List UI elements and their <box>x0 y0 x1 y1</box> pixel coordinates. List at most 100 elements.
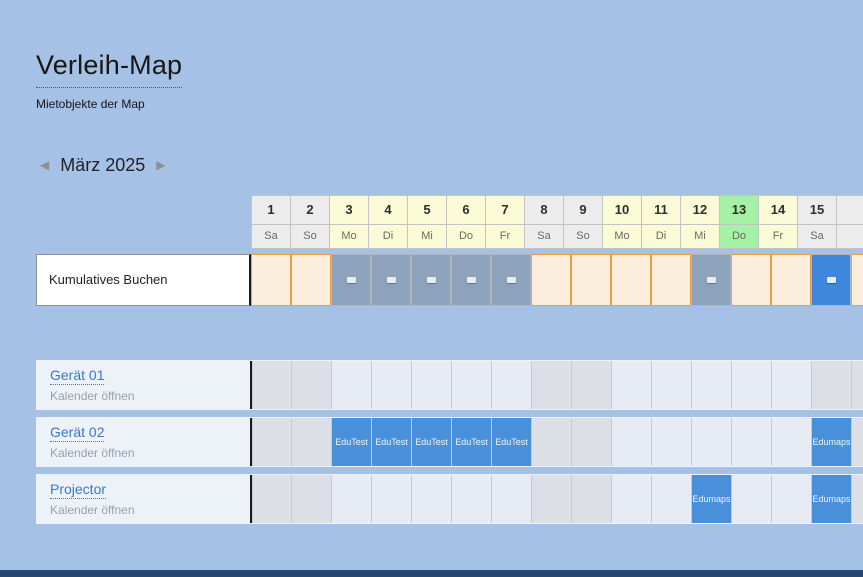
day-header-col: 6 Do <box>446 195 486 249</box>
day-cell[interactable] <box>372 361 412 409</box>
day-cell[interactable] <box>332 361 372 409</box>
day-header-dow: So <box>563 225 603 249</box>
booking-cell[interactable]: EduTest <box>492 418 532 466</box>
day-cell[interactable] <box>252 475 292 523</box>
day-header-date: 13 <box>719 195 759 225</box>
day-cell[interactable] <box>292 475 332 523</box>
day-cell[interactable] <box>532 475 572 523</box>
kumulative-day-cell[interactable] <box>491 254 531 306</box>
resource-name-link[interactable]: Gerät 02 <box>50 424 105 442</box>
day-header-col: 10 Mo <box>602 195 642 249</box>
day-cell[interactable] <box>772 418 812 466</box>
day-cell[interactable] <box>772 361 812 409</box>
kumulative-day-cell[interactable] <box>851 254 863 306</box>
day-cell[interactable] <box>852 475 863 523</box>
kumulative-day-cell[interactable] <box>411 254 451 306</box>
kumulative-day-cell[interactable] <box>611 254 651 306</box>
day-cell[interactable] <box>732 361 772 409</box>
kumulative-day-cell[interactable] <box>731 254 771 306</box>
kumulative-day-cell[interactable] <box>571 254 611 306</box>
day-cell[interactable] <box>532 418 572 466</box>
day-cell[interactable] <box>652 475 692 523</box>
kumulative-day-cell[interactable] <box>771 254 811 306</box>
day-cell[interactable] <box>252 361 292 409</box>
kumulative-cells <box>251 254 863 306</box>
day-cell[interactable] <box>572 418 612 466</box>
day-cell[interactable] <box>412 475 452 523</box>
day-cell[interactable] <box>732 475 772 523</box>
booking-cell[interactable]: Edumaps <box>812 475 852 523</box>
day-cell[interactable] <box>652 361 692 409</box>
day-header-col: 1 Sa <box>251 195 291 249</box>
day-header-date: 15 <box>797 195 837 225</box>
day-cell[interactable] <box>492 475 532 523</box>
day-header-date: 12 <box>680 195 720 225</box>
kumulative-day-cell[interactable] <box>371 254 411 306</box>
day-cell[interactable] <box>612 418 652 466</box>
day-header-col: 8 Sa <box>524 195 564 249</box>
day-cell[interactable] <box>372 475 412 523</box>
day-cell[interactable] <box>492 361 532 409</box>
booking-cell[interactable]: EduTest <box>332 418 372 466</box>
resource-name-link[interactable]: Gerät 01 <box>50 367 105 385</box>
day-cell[interactable] <box>452 475 492 523</box>
day-header-date: 3 <box>329 195 369 225</box>
day-cell[interactable] <box>812 361 852 409</box>
day-cell[interactable] <box>612 361 652 409</box>
booking-cell[interactable]: Edumaps <box>692 475 732 523</box>
booking-cell[interactable]: Edumaps <box>812 418 852 466</box>
kumulative-label-cell: Kumulatives Buchen <box>36 254 251 306</box>
day-header-col: 4 Di <box>368 195 408 249</box>
prev-month-icon[interactable]: ◀ <box>40 158 50 172</box>
day-cell[interactable] <box>292 418 332 466</box>
kumulative-day-cell[interactable] <box>251 254 291 306</box>
booking-cell[interactable]: EduTest <box>372 418 412 466</box>
kumulative-day-cell[interactable] <box>531 254 571 306</box>
day-header-col: 11 Di <box>641 195 681 249</box>
open-calendar-link[interactable]: Kalender öffnen <box>50 503 135 517</box>
day-cell[interactable] <box>332 475 372 523</box>
day-cell[interactable] <box>772 475 812 523</box>
day-cell[interactable] <box>572 361 612 409</box>
day-cell[interactable] <box>412 361 452 409</box>
month-nav: ◀ März 2025 ▶ <box>40 153 166 177</box>
resource-day-cells <box>252 361 863 409</box>
booking-mark-icon <box>506 277 516 283</box>
resource-row: Gerät 02 Kalender öffnen EduTest EduTest Edu… <box>36 417 863 467</box>
kumulative-day-cell[interactable] <box>811 254 851 306</box>
day-header-col: 9 So <box>563 195 603 249</box>
day-cell[interactable] <box>692 418 732 466</box>
resource-day-cells: Edumaps Edumaps <box>252 475 863 523</box>
open-calendar-link[interactable]: Kalender öffnen <box>50 446 135 460</box>
resource-name-link[interactable]: Projector <box>50 481 107 499</box>
booking-cell[interactable]: EduTest <box>412 418 452 466</box>
day-cell[interactable] <box>612 475 652 523</box>
day-cell[interactable] <box>692 361 732 409</box>
day-header-dow: Mo <box>329 225 369 249</box>
next-month-icon[interactable]: ▶ <box>156 158 166 172</box>
day-header-col: 14 Fr <box>758 195 798 249</box>
day-cell[interactable] <box>852 418 863 466</box>
day-header-dow: Fr <box>758 225 798 249</box>
day-header-col: 2 So <box>290 195 330 249</box>
kumulative-day-cell[interactable] <box>691 254 731 306</box>
kumulative-day-cell[interactable] <box>651 254 691 306</box>
day-cell[interactable] <box>652 418 692 466</box>
day-cell[interactable] <box>292 361 332 409</box>
day-cell[interactable] <box>732 418 772 466</box>
day-cell[interactable] <box>852 361 863 409</box>
day-cell[interactable] <box>452 361 492 409</box>
kumulative-day-cell[interactable] <box>451 254 491 306</box>
day-cell[interactable] <box>532 361 572 409</box>
kumulative-day-cell[interactable] <box>291 254 331 306</box>
open-calendar-link[interactable]: Kalender öffnen <box>50 389 135 403</box>
day-header-dow: Di <box>641 225 681 249</box>
day-cell[interactable] <box>252 418 292 466</box>
day-cell[interactable] <box>572 475 612 523</box>
day-header-col <box>836 195 863 249</box>
day-header-dow <box>836 225 863 249</box>
resource-label-cell: Gerät 01 Kalender öffnen <box>37 361 252 409</box>
booking-cell[interactable]: EduTest <box>452 418 492 466</box>
kumulative-day-cell[interactable] <box>331 254 371 306</box>
day-header-dow: Do <box>719 225 759 249</box>
